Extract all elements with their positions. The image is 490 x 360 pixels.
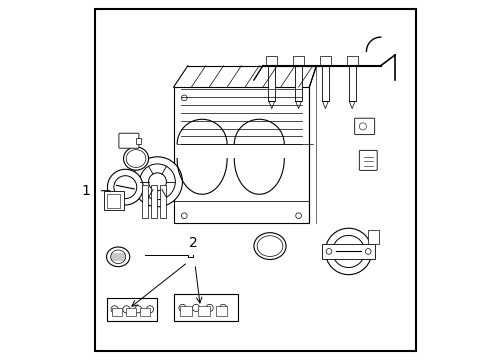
Bar (368, 230, 379, 244)
Bar (293, 56, 304, 66)
Bar (173, 294, 238, 321)
Circle shape (181, 95, 187, 101)
Circle shape (296, 213, 301, 219)
Bar (347, 56, 358, 66)
Bar (268, 66, 275, 102)
FancyBboxPatch shape (355, 118, 375, 135)
Ellipse shape (126, 150, 146, 167)
Bar (216, 306, 227, 316)
Ellipse shape (254, 233, 286, 260)
Bar (348, 66, 356, 102)
Bar (142, 185, 148, 217)
FancyBboxPatch shape (359, 150, 377, 170)
Bar (180, 306, 192, 316)
Circle shape (181, 213, 187, 219)
Bar (173, 87, 309, 223)
Ellipse shape (107, 247, 130, 267)
Circle shape (193, 304, 199, 311)
Bar (322, 66, 329, 102)
Circle shape (107, 169, 143, 205)
Bar (107, 194, 121, 208)
Bar (136, 138, 142, 144)
Bar (320, 56, 331, 66)
Circle shape (333, 235, 365, 267)
Bar (112, 307, 122, 316)
FancyBboxPatch shape (119, 133, 139, 148)
Text: 1: 1 (82, 184, 91, 198)
Bar (267, 56, 277, 66)
Bar (160, 185, 166, 217)
Bar (322, 244, 375, 258)
Circle shape (325, 228, 372, 275)
Circle shape (206, 304, 213, 311)
Circle shape (135, 306, 142, 313)
Ellipse shape (257, 236, 283, 256)
Bar (198, 306, 210, 316)
Bar (295, 66, 302, 102)
Circle shape (140, 164, 175, 200)
Bar (107, 298, 157, 321)
Circle shape (132, 157, 182, 207)
Bar (126, 307, 136, 316)
Circle shape (111, 306, 118, 313)
Ellipse shape (123, 147, 148, 170)
Circle shape (179, 304, 186, 311)
Circle shape (123, 306, 130, 313)
Text: 2: 2 (189, 235, 197, 249)
Circle shape (220, 304, 227, 311)
Ellipse shape (111, 250, 126, 264)
Circle shape (148, 173, 167, 191)
Bar (151, 185, 157, 217)
Circle shape (296, 95, 301, 101)
Circle shape (366, 249, 371, 254)
Circle shape (114, 176, 137, 199)
Bar (140, 307, 150, 316)
Circle shape (359, 123, 367, 130)
Bar (104, 191, 123, 210)
Circle shape (147, 306, 153, 313)
Circle shape (326, 249, 332, 254)
